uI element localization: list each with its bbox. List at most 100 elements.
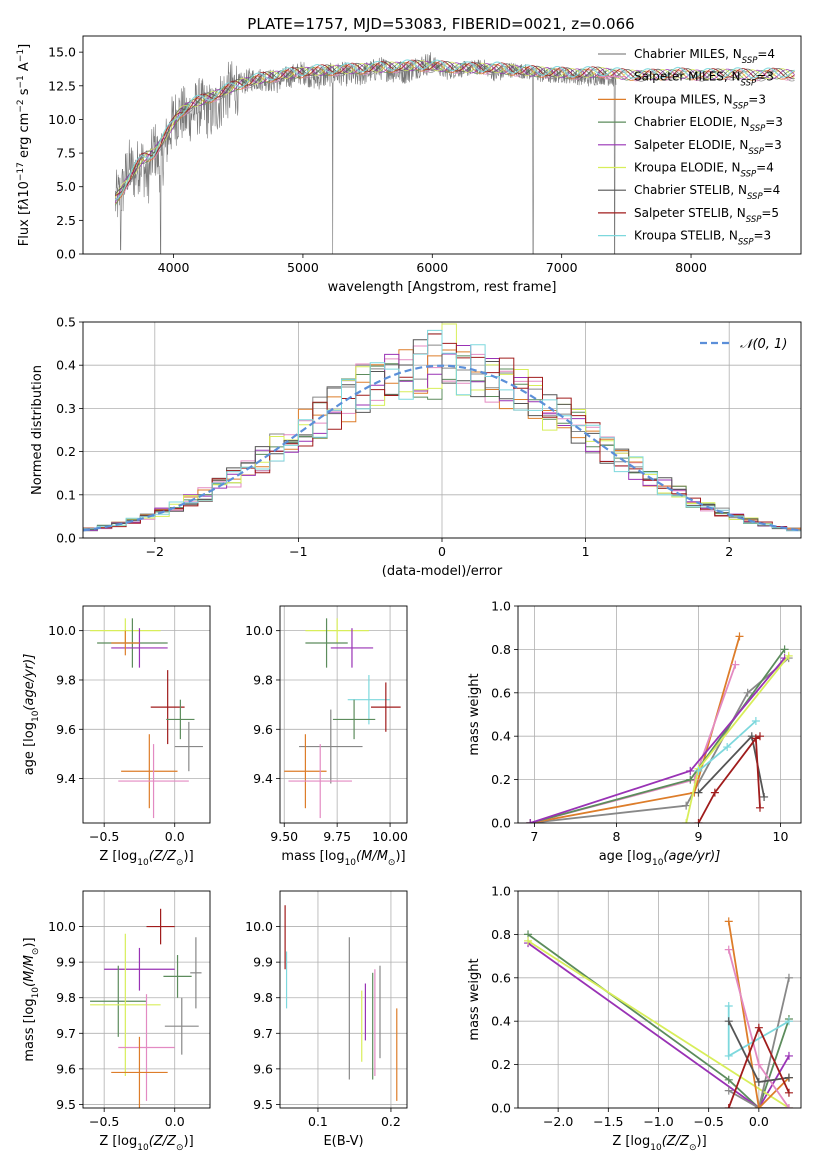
y-tick-label: 0.0 xyxy=(491,1101,511,1116)
y-axis-label: mass weight xyxy=(467,958,482,1040)
series-marker xyxy=(754,1104,763,1108)
y-tick-label: 0.4 xyxy=(491,729,511,744)
model-spectrum-6 xyxy=(114,59,795,195)
x-tick-label: 8 xyxy=(612,829,620,844)
series-marker xyxy=(686,766,695,775)
x-tick-label: 9.75 xyxy=(323,829,351,844)
series-marker xyxy=(747,732,756,741)
series-line xyxy=(530,657,790,823)
plot-area-age-vs-mass xyxy=(284,618,401,819)
legend-label: Kroupa ELODIE, NSSP=4 xyxy=(634,161,774,180)
legend-label: Salpeter MILES, NSSP=3 xyxy=(634,70,774,89)
y-tick-label: 5.0 xyxy=(56,179,76,194)
y-tick-label: 12.5 xyxy=(48,78,76,93)
legend-label: Kroupa STELIB, NSSP=3 xyxy=(634,229,771,248)
series-marker xyxy=(755,732,764,741)
x-axis-label: Z [log10(Z/Z⊙)] xyxy=(99,849,193,868)
series-marker xyxy=(780,645,789,654)
x-tick-label: −1.0 xyxy=(643,1114,673,1129)
legend-label: 𝒩(0, 1) xyxy=(740,337,787,352)
series-marker xyxy=(784,1104,793,1108)
series-marker xyxy=(784,651,793,660)
y-tick-label: 10.0 xyxy=(48,919,76,934)
x-tick-label: 9.50 xyxy=(270,829,298,844)
x-tick-label: 0.2 xyxy=(381,1114,401,1129)
series-marker xyxy=(694,788,703,797)
series-marker xyxy=(723,743,732,752)
x-tick-label: 7 xyxy=(530,829,538,844)
x-tick-label: 0.0 xyxy=(749,1114,769,1129)
y-tick-label: 9.6 xyxy=(253,1061,273,1076)
series-marker xyxy=(784,973,793,982)
axes-frame xyxy=(82,605,211,824)
series-marker xyxy=(754,1077,763,1086)
x-axis-label: E(B-V) xyxy=(323,1134,363,1149)
y-tick-label: 9.9 xyxy=(253,955,273,970)
x-axis-label: wavelength [Angstrom, rest frame] xyxy=(328,280,557,295)
histogram-6 xyxy=(83,333,801,531)
series-line xyxy=(527,933,790,1108)
y-tick-label: 9.6 xyxy=(56,722,76,737)
x-axis-label: Z [log10(Z/Z⊙)] xyxy=(612,1134,706,1153)
series-marker xyxy=(682,801,691,810)
series-marker xyxy=(724,1002,733,1011)
x-axis-label: (data-model)/error xyxy=(382,564,503,579)
series-marker xyxy=(724,1075,733,1084)
y-tick-label: 0.0 xyxy=(56,531,76,546)
y-tick-label: 0.5 xyxy=(56,315,76,330)
series-line xyxy=(527,940,790,1108)
y-axis-label: mass weight xyxy=(467,673,482,755)
x-tick-label: 9 xyxy=(694,829,702,844)
y-tick-label: 0.2 xyxy=(491,772,511,787)
y-tick-label: 10.0 xyxy=(48,112,76,127)
series-marker xyxy=(724,1104,733,1108)
panel-age-vs-Z: −0.5 0.0 9.4 9.6 9.8 10.0 Z [log10(Z/Z⊙)] age [… xyxy=(22,605,211,868)
plot-area-age-vs-Z xyxy=(90,618,203,819)
plot-area-mass-weight-vs-Z xyxy=(524,917,793,1108)
panel-mass-vs-EBV: 0.1 0.2 9.5 9.6 9.7 9.8 9.9 10.0 E(B-V) xyxy=(245,890,408,1149)
series-line xyxy=(527,942,790,1108)
x-tick-label: 1 xyxy=(582,544,590,559)
y-axis-label: age [log10(age/yr)] xyxy=(22,654,41,776)
x-tick-label: −0.5 xyxy=(693,1114,723,1129)
plot-area-spectrum xyxy=(114,52,795,254)
panel-residuals: −2 −1 0 1 2 0.0 0.1 0.2 0.3 0.4 0.5 (data-model)/er… xyxy=(30,315,802,579)
series-marker xyxy=(784,1073,793,1082)
series-marker xyxy=(724,1017,733,1026)
axes-frame xyxy=(517,890,802,1109)
x-tick-label: 10 xyxy=(773,829,789,844)
panel-mass-vs-Z: −0.5 0.0 9.5 9.6 9.7 9.8 9.9 10.0 Z [log10(Z/Z⊙)… xyxy=(22,890,211,1153)
y-axis-label: Normed distribution xyxy=(30,365,45,495)
x-tick-label: 6000 xyxy=(416,260,448,275)
x-tick-label: 7000 xyxy=(546,260,578,275)
normal-curve xyxy=(83,364,801,532)
y-tick-label: 10.0 xyxy=(245,623,273,638)
series-marker xyxy=(784,1017,793,1026)
plot-area-mass-vs-Z xyxy=(90,908,202,1108)
x-tick-label: −1.5 xyxy=(593,1114,623,1129)
series-marker xyxy=(686,775,695,784)
y-tick-label: 1.0 xyxy=(491,599,511,614)
series-marker xyxy=(751,734,760,743)
axes-frame xyxy=(517,605,802,824)
model-spectrum-8 xyxy=(115,59,795,201)
y-tick-label: 0.4 xyxy=(56,358,76,373)
legend-label: Salpeter STELIB, NSSP=5 xyxy=(634,206,779,225)
x-tick-label: 0 xyxy=(438,544,446,559)
legend-label: Chabrier STELIB, NSSP=4 xyxy=(634,183,780,202)
y-tick-label: 0.8 xyxy=(491,927,511,942)
x-tick-label: −0.5 xyxy=(89,829,119,844)
axes-frame xyxy=(82,35,802,255)
x-tick-label: 0.0 xyxy=(165,829,185,844)
series-marker xyxy=(724,1051,733,1060)
y-tick-label: 0.8 xyxy=(491,642,511,657)
series-line xyxy=(727,921,790,1108)
series-marker xyxy=(743,688,752,697)
series-marker xyxy=(694,819,703,823)
y-tick-label: 0.0 xyxy=(491,816,511,831)
x-tick-label: −2.0 xyxy=(543,1114,573,1129)
x-tick-label: 4000 xyxy=(158,260,190,275)
y-tick-label: 1.0 xyxy=(491,884,511,899)
series-marker xyxy=(682,819,691,823)
